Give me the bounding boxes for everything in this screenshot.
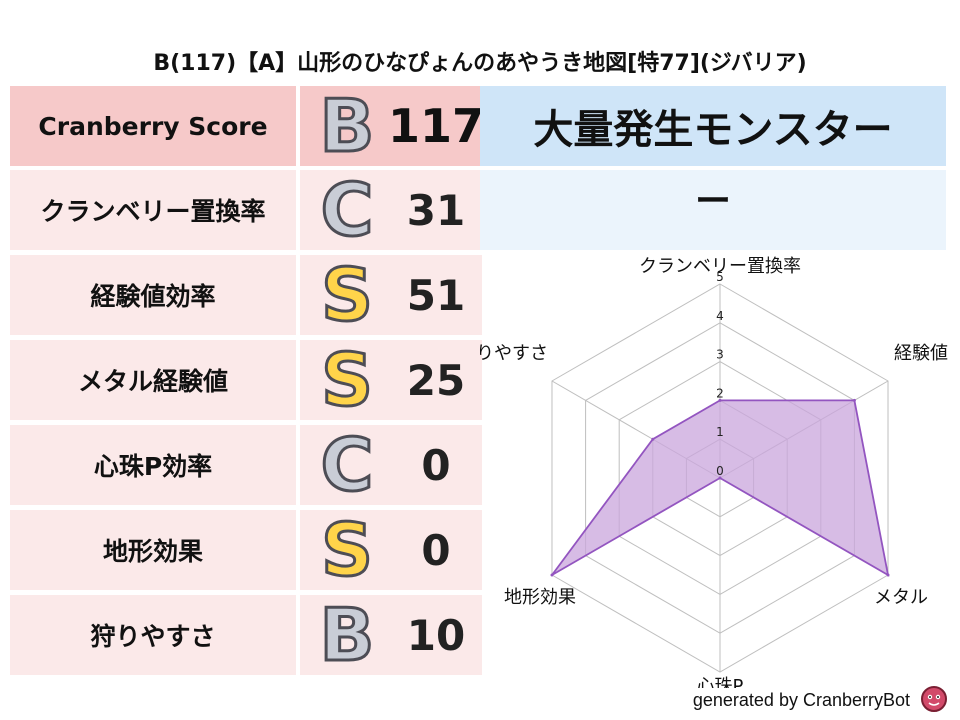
metric-grade: S (300, 253, 394, 337)
metric-value: 0 (390, 425, 482, 505)
tick-label: 3 (716, 348, 724, 362)
metric-label: 狩りやすさ (10, 595, 296, 675)
score-grade: B (300, 84, 394, 168)
axis-label: クランベリー置換率 (639, 256, 801, 277)
monster-header: 大量発生モンスター (480, 86, 946, 166)
grade-badge: S (320, 338, 375, 422)
axis-label: 心珠P (697, 676, 744, 688)
tick-label: 4 (716, 309, 724, 323)
metric-grade: S (300, 508, 394, 592)
metric-label: 心珠P効率 (10, 425, 296, 505)
grade-badge: C (319, 423, 375, 507)
cranberry-logo-icon (921, 686, 947, 712)
data-point (852, 398, 856, 402)
grade-badge: S (320, 253, 375, 337)
metric-grade: C (300, 423, 394, 507)
data-point (718, 398, 722, 402)
metric-label: クランベリー置換率 (10, 170, 296, 250)
metric-label: 経験値効率 (10, 255, 296, 335)
metric-value: 0 (390, 510, 482, 590)
score-label: Cranberry Score (10, 86, 296, 166)
score-value: 117 (388, 86, 484, 166)
grade-badge: B (318, 84, 376, 168)
data-point (550, 573, 554, 577)
metric-value: 31 (390, 170, 482, 250)
footer-credit: generated by CranberryBot (692, 690, 910, 710)
data-point (718, 476, 722, 480)
axis-label: 経験値 (894, 343, 948, 364)
metric-label: メタル経験値 (10, 340, 296, 420)
grade-badge: C (319, 168, 375, 252)
grade-badge: B (318, 593, 376, 677)
metric-grade: C (300, 168, 394, 252)
metric-label: 地形効果 (10, 510, 296, 590)
axis-label: メタル (874, 587, 928, 608)
metric-value: 51 (390, 255, 482, 335)
monster-value: ー (480, 170, 946, 250)
metric-value: 10 (390, 595, 482, 675)
tick-label: 5 (716, 270, 724, 284)
tick-label: 2 (716, 386, 724, 400)
tick-label: 1 (716, 425, 724, 439)
metric-value: 25 (390, 340, 482, 420)
grade-badge: S (320, 508, 375, 592)
axis-label: 地形効果 (504, 587, 576, 608)
tick-label: 0 (716, 464, 724, 478)
metric-grade: B (300, 593, 394, 677)
data-point (651, 437, 655, 441)
metric-grade: S (300, 338, 394, 422)
data-point (886, 573, 890, 577)
page-title: B(117)【A】山形のひなぴょんのあやうき地図[特77](ジバリア) (153, 51, 807, 76)
axis-label: 狩りやすさ (480, 343, 548, 364)
